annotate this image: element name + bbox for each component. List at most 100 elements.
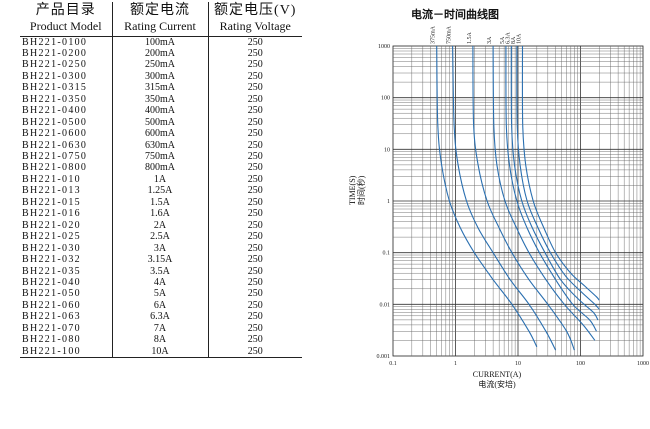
curve-label: 8A	[511, 36, 517, 44]
header-rating-voltage: 额定电压(V) Rating Voltage	[207, 2, 302, 36]
model-cell: BH221-0500	[22, 116, 88, 128]
table-row: BH221-100 10A 250	[20, 345, 302, 359]
current-cell: 350mA	[111, 93, 208, 106]
current-cell: 315mA	[111, 82, 208, 94]
header-en: Rating Current	[124, 19, 196, 33]
voltage-cell: 250	[207, 36, 302, 48]
current-cell: 500mA	[111, 116, 208, 129]
y-tick-label: 1	[387, 199, 390, 205]
x-tick-label: 1000	[637, 361, 649, 367]
current-time-chart: 电流－时间曲线图 0.1 1 10 100 1000 1000 100 10 1 0.1 0.01 0…	[330, 0, 650, 429]
table-row: BH221-070 7A 250	[20, 322, 302, 335]
current-cell: 1.25A	[111, 185, 208, 197]
product-table-wrapper: 产品目录 Product Model 额定电流 Rating Current 额…	[20, 2, 302, 359]
model-cell: BH221-060	[22, 299, 81, 311]
table-row: BH221-0100 100mA 250	[20, 36, 302, 48]
header-en: Rating Voltage	[219, 19, 291, 33]
voltage-cell: 250	[207, 334, 302, 346]
y-tick-label: 1000	[378, 44, 390, 50]
model-cell: BH221-080	[22, 334, 81, 346]
table-row: BH221-0500 500mA 250	[20, 116, 302, 129]
y-tick-label: 0.001	[377, 354, 391, 360]
y-axis-label-en: TIME(S)	[348, 175, 357, 205]
model-cell: BH221-040	[22, 277, 81, 289]
table-row: BH221-0600 600mA 250	[20, 128, 302, 140]
model-cell: BH221-0750	[22, 151, 88, 163]
table-row: BH221-0350 350mA 250	[20, 93, 302, 106]
voltage-cell: 250	[207, 139, 302, 152]
chart-curves	[436, 45, 600, 351]
current-cell: 3A	[111, 242, 208, 255]
x-axis-label: CURRENT(A) 电流(安培)	[452, 370, 542, 390]
current-cell: 10A	[111, 345, 208, 359]
table-row: BH221-013 1.25A 250	[20, 185, 302, 197]
current-cell: 3.5A	[111, 265, 208, 278]
voltage-cell: 250	[207, 47, 302, 60]
curve-label: 10A	[516, 33, 522, 44]
voltage-cell: 250	[207, 299, 302, 312]
voltage-cell: 250	[207, 151, 302, 163]
current-cell: 1A	[111, 173, 208, 186]
curve-label: 3A	[487, 36, 493, 44]
model-cell: BH221-063	[22, 311, 81, 323]
current-cell: 750mA	[111, 151, 208, 163]
header-en: Product Model	[29, 19, 102, 33]
y-tick-label: 10	[384, 147, 390, 153]
model-cell: BH221-020	[22, 219, 81, 231]
current-cell: 6A	[111, 299, 208, 312]
voltage-cell: 250	[207, 231, 302, 243]
y-axis-label: TIME(S) 时间(秒)	[348, 176, 366, 205]
voltage-cell: 250	[207, 219, 302, 232]
voltage-cell: 250	[207, 265, 302, 278]
model-cell: BH221-0400	[22, 105, 88, 117]
curve-label: 5A	[500, 36, 506, 44]
voltage-cell: 250	[207, 311, 302, 323]
model-cell: BH221-035	[22, 265, 81, 277]
x-tick-label: 1	[454, 361, 457, 367]
header-cn: 额定电压(V)	[214, 3, 297, 18]
voltage-cell: 250	[207, 208, 302, 220]
model-cell: BH221-070	[22, 322, 81, 334]
current-cell: 1.5A	[111, 196, 208, 209]
y-axis-label-cn: 时间(秒)	[357, 175, 366, 205]
y-tick-label: 100	[381, 96, 390, 102]
model-cell: BH221-015	[22, 196, 81, 208]
table-row: BH221-010 1A 250	[20, 173, 302, 186]
x-axis-label-en: CURRENT(A)	[472, 370, 522, 379]
current-cell: 630mA	[111, 139, 208, 152]
curve-375mA	[436, 45, 538, 348]
y-tick-label: 0.01	[380, 302, 391, 308]
model-cell: BH221-0300	[22, 70, 88, 82]
curve-label: 6.3A	[505, 32, 511, 45]
chart-ticks: 0.1 1 10 100 1000 1000 100 10 1 0.1 0.01 0.001	[377, 44, 650, 367]
table-row: BH221-0300 300mA 250	[20, 70, 302, 83]
chart-title: 电流－时间曲线图	[411, 8, 499, 21]
table-row: BH221-0800 800mA 250	[20, 162, 302, 174]
current-cell: 400mA	[111, 105, 208, 117]
table-row: BH221-020 2A 250	[20, 219, 302, 232]
y-tick-label: 0.1	[383, 251, 391, 257]
current-cell: 6.3A	[111, 311, 208, 323]
model-cell: BH221-0100	[22, 36, 88, 48]
model-cell: BH221-0200	[22, 47, 88, 59]
table-row: BH221-032 3.15A 250	[20, 254, 302, 266]
curve-label: 1.5A	[467, 32, 473, 45]
curve-1.5A	[472, 45, 575, 351]
voltage-cell: 250	[207, 254, 302, 266]
table-row: BH221-0400 400mA 250	[20, 105, 302, 117]
header-cn: 额定电流	[130, 3, 190, 18]
current-cell: 2.5A	[111, 231, 208, 243]
model-cell: BH221-025	[22, 231, 81, 243]
current-cell: 1.6A	[111, 208, 208, 220]
voltage-cell: 250	[207, 82, 302, 94]
x-tick-label: 0.1	[389, 361, 397, 367]
curve-6.3A	[510, 45, 599, 321]
current-cell: 7A	[111, 322, 208, 335]
voltage-cell: 250	[207, 185, 302, 197]
table-row: BH221-040 4A 250	[20, 277, 302, 289]
table-row: BH221-080 8A 250	[20, 334, 302, 346]
model-cell: BH221-030	[22, 242, 81, 254]
voltage-cell: 250	[207, 128, 302, 140]
table-row: BH221-030 3A 250	[20, 242, 302, 255]
current-cell: 100mA	[111, 36, 208, 48]
